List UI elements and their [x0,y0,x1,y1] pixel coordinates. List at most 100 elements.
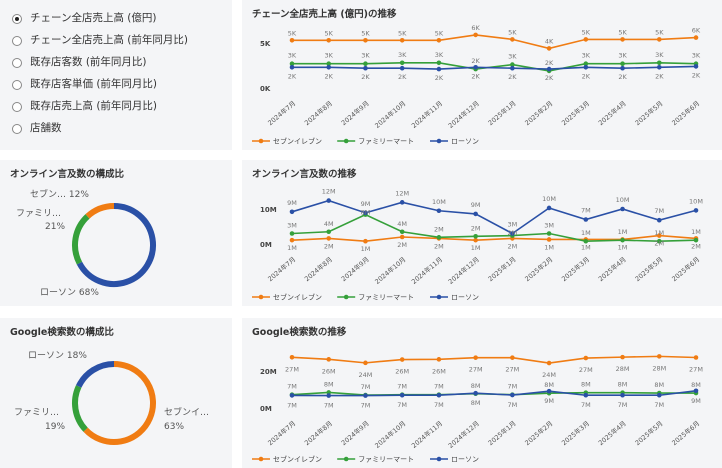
data-label-family: 3K [435,51,444,59]
sales-trend-chart-panel: チェーン全店売上高 (億円)の推移 0K 5K 2024年7月 2024年8月 2024… [242,0,722,150]
data-label-seven: 1M [618,243,628,251]
x-tick-label: 2025年3月 [560,99,592,128]
data-label-seven: 5K [325,29,334,37]
x-tick-label: 2024年7月 [266,255,298,284]
data-point-lawson [656,65,662,70]
radio-button-icon[interactable] [12,123,22,134]
donut-slice-ローソン [75,361,115,388]
data-point-lawson [363,210,368,216]
data-label-lawson: 2K [692,71,701,79]
series-line-seven [291,234,697,243]
data-label-lawson: 9M [287,199,297,207]
radio-button-icon[interactable] [12,35,22,46]
legend-marker-family [343,138,349,144]
data-point-lawson [473,65,478,70]
x-tick-label: 2025年6月 [670,99,702,128]
data-point-lawson [546,388,552,394]
x-tick-label: 2025年1月 [486,255,518,284]
slice-label-lawson: ローソン 18% [28,351,87,361]
radio-label: チェーン全店売上高 (前年同月比) [30,34,189,46]
radio-button-icon[interactable] [12,13,22,24]
data-label-family: 8M [581,381,591,389]
data-label-lawson: 7M [434,401,444,409]
radio-button-icon[interactable] [12,79,22,90]
slice-label-lawson: ローソン 68% [40,288,99,298]
data-point-seven [510,37,515,42]
data-point-family [436,60,442,66]
data-point-seven [399,234,405,240]
data-label-seven: 2M [397,241,407,249]
data-point-family [620,237,625,243]
data-point-lawson [620,65,625,71]
radio-option-existing-sales-yoy[interactable]: 既存店売上高 (前年同月比) [12,100,157,113]
data-point-family [693,237,699,243]
data-point-seven [326,357,332,362]
x-tick-label: 2024年8月 [302,255,334,284]
donut-slice-ローソン [76,203,156,287]
legend-marker-lawson [436,138,442,144]
data-label-seven: 5K [508,28,517,36]
radio-button-icon[interactable] [12,101,22,112]
data-label-seven: 1M [361,245,371,253]
legend-marker-lawson [436,456,442,462]
data-label-seven: 2M [507,242,517,250]
radio-option-customers-yoy[interactable]: 既存店客数 (前年同月比) [12,56,147,69]
legend-marker-family [343,294,349,300]
x-tick-label: 2024年12月 [446,255,481,286]
data-point-lawson [583,392,589,398]
radio-option-chain-sales[interactable]: チェーン全店売上高 (億円) [12,12,157,25]
data-point-seven [656,37,662,42]
data-label-family: 2M [471,224,481,232]
data-point-lawson [473,211,478,217]
data-point-seven [546,360,552,366]
donut-slice-ファミリーマート [72,385,88,432]
data-label-seven: 2M [691,242,701,250]
data-label-seven: 6K [692,27,701,35]
chart-title: オンライン言及数の推移 [252,169,357,180]
data-label-family: 7M [361,383,371,391]
series-line-lawson [292,65,697,70]
data-label-lawson: 7M [654,401,664,409]
data-point-seven [436,38,442,43]
data-label-seven: 27M [469,366,483,374]
series-line-family [291,213,697,243]
data-point-lawson [473,390,478,396]
legend-marker-lawson [436,294,442,300]
data-label-seven: 2M [654,240,664,248]
radio-option-chain-sales-yoy[interactable]: チェーン全店売上高 (前年同月比) [12,34,188,47]
data-label-family: 8M [471,382,481,390]
data-label-seven: 27M [285,365,299,373]
data-label-lawson: 2K [361,73,370,81]
data-label-seven: 1M [287,244,297,252]
data-label-seven: 5K [655,28,664,36]
data-point-lawson [289,65,295,70]
legend-label-seven: セブンイレブン [273,293,322,302]
data-point-seven [693,35,699,40]
y-tick-label: 0K [260,85,271,93]
data-label-lawson: 7M [287,401,297,409]
data-point-family [399,60,405,66]
data-label-lawson: 2K [398,73,407,81]
data-label-lawson: 2K [582,72,591,80]
data-point-seven [326,236,332,241]
data-label-lawson: 12M [322,188,336,196]
metric-selector-panel: チェーン全店売上高 (億円) チェーン全店売上高 (前年同月比) 既存店客数 (… [0,0,232,150]
radio-button-icon[interactable] [12,57,22,68]
data-label-family: 3K [398,51,407,59]
data-point-family [289,231,295,236]
data-point-family [473,234,478,239]
y-tick-label: 5K [260,40,271,48]
data-point-seven [363,38,368,43]
x-tick-label: 2024年11月 [409,419,444,450]
legend-label-family: ファミリーマート [358,294,414,302]
data-label-family: 3K [582,52,591,60]
radio-option-unit-price-yoy[interactable]: 既存店客単価 (前年同月比) [12,78,157,91]
x-tick-label: 2024年11月 [409,255,444,286]
data-point-seven [620,37,625,42]
google-trend-chart-panel: Google検索数の推移 0M 20M 2024年7月 2024年8月 2024年9月 2… [242,318,722,468]
radio-option-store-count[interactable]: 店舗数 [12,122,62,135]
data-label-lawson: 10M [542,195,556,203]
data-label-family: 7M [287,383,297,391]
x-tick-label: 2025年1月 [486,419,518,448]
